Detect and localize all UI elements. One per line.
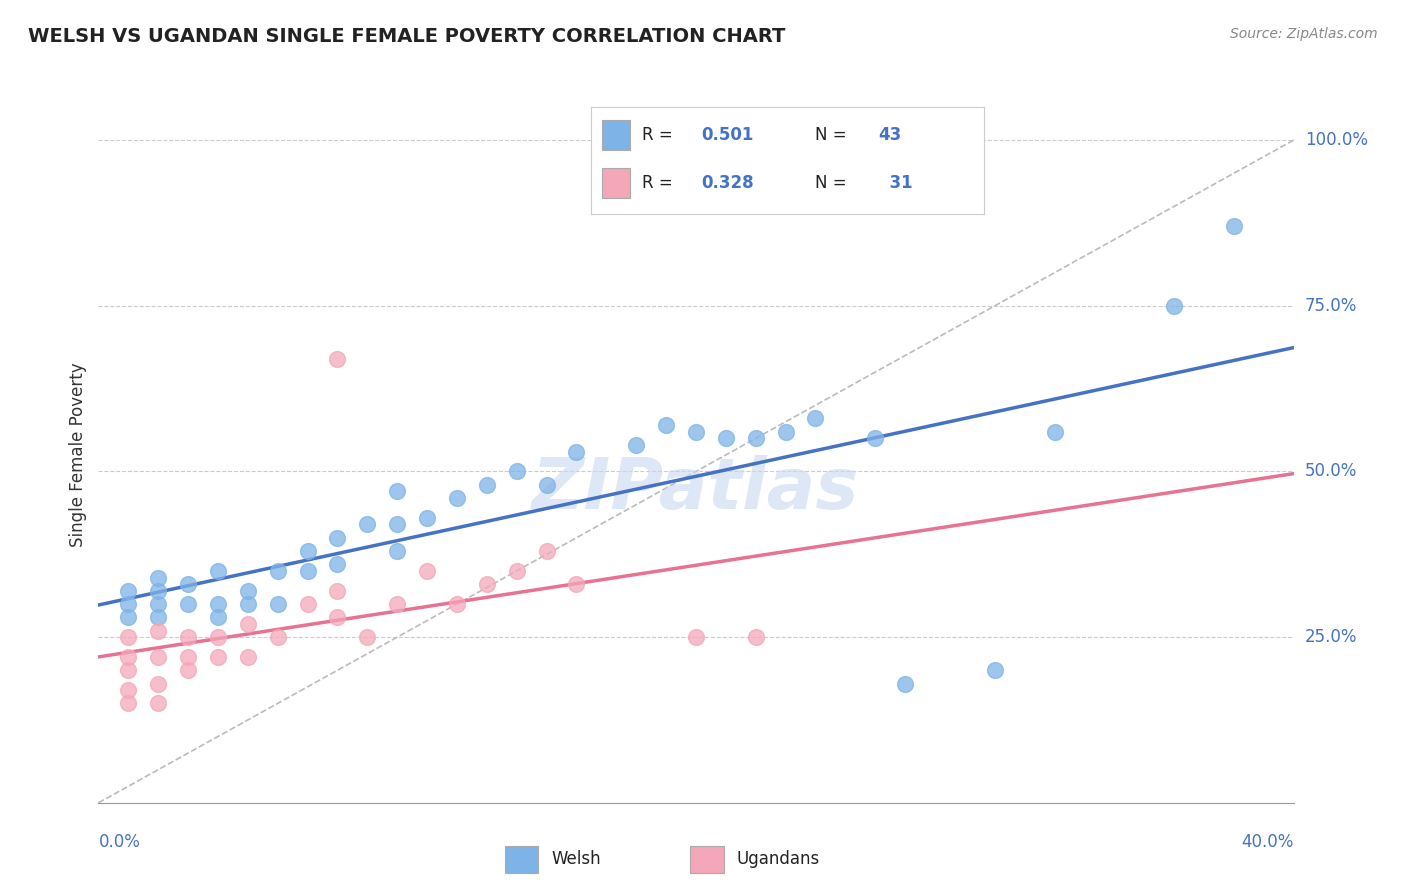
Point [655, 418, 678, 433]
Text: 31: 31 [877, 174, 912, 192]
Point [446, 597, 468, 611]
Text: N =: N = [815, 174, 852, 192]
Point [117, 583, 139, 598]
Point [148, 610, 170, 624]
Point [236, 597, 259, 611]
Point [297, 544, 319, 558]
Point [475, 577, 498, 591]
Point [385, 517, 409, 532]
Y-axis label: Single Female Poverty: Single Female Poverty [69, 363, 87, 547]
Point [148, 650, 170, 665]
Point [1223, 219, 1246, 234]
Point [177, 630, 200, 644]
Text: Source: ZipAtlas.com: Source: ZipAtlas.com [1230, 27, 1378, 41]
Bar [690, 847, 724, 873]
Point [297, 564, 319, 578]
Text: 43: 43 [877, 126, 901, 144]
Point [1043, 425, 1066, 439]
Point [714, 431, 737, 445]
Point [177, 577, 200, 591]
Text: WELSH VS UGANDAN SINGLE FEMALE POVERTY CORRELATION CHART: WELSH VS UGANDAN SINGLE FEMALE POVERTY C… [28, 27, 786, 45]
Point [894, 676, 917, 690]
Point [356, 630, 378, 644]
Text: ZIPatlas: ZIPatlas [533, 455, 859, 524]
Bar [505, 847, 538, 873]
Point [745, 431, 768, 445]
Point [326, 558, 349, 572]
Point [236, 583, 259, 598]
Point [117, 630, 139, 644]
Text: R =: R = [641, 174, 678, 192]
Point [1163, 299, 1185, 313]
Point [207, 630, 229, 644]
Point [685, 425, 707, 439]
Text: 40.0%: 40.0% [1241, 833, 1294, 851]
Text: Ugandans: Ugandans [737, 849, 820, 868]
Point [565, 444, 588, 458]
Point [117, 697, 139, 711]
Point [148, 570, 170, 584]
Text: 0.0%: 0.0% [98, 833, 141, 851]
Point [236, 616, 259, 631]
Text: 100.0%: 100.0% [1305, 131, 1368, 149]
Point [506, 465, 529, 479]
Bar [602, 120, 630, 150]
Point [267, 597, 290, 611]
Point [983, 663, 1005, 677]
Point [624, 438, 647, 452]
Point [267, 564, 290, 578]
Text: 0.328: 0.328 [700, 174, 754, 192]
Point [207, 597, 229, 611]
Point [506, 564, 529, 578]
Point [326, 531, 349, 545]
Point [536, 544, 558, 558]
Point [117, 663, 139, 677]
Point [385, 484, 409, 499]
Point [177, 597, 200, 611]
Text: Welsh: Welsh [551, 849, 600, 868]
Point [475, 477, 498, 491]
Point [385, 544, 409, 558]
Point [385, 597, 409, 611]
Point [865, 431, 887, 445]
Point [775, 425, 797, 439]
Point [685, 630, 707, 644]
Point [267, 630, 290, 644]
Point [745, 630, 768, 644]
Bar [602, 168, 630, 198]
Point [297, 597, 319, 611]
Point [416, 511, 439, 525]
Point [148, 676, 170, 690]
Point [804, 411, 827, 425]
Point [148, 624, 170, 638]
Point [356, 517, 378, 532]
Point [148, 697, 170, 711]
Point [117, 650, 139, 665]
Point [117, 683, 139, 698]
Point [326, 351, 349, 366]
Text: 75.0%: 75.0% [1305, 297, 1357, 315]
Point [207, 650, 229, 665]
Text: 0.501: 0.501 [700, 126, 754, 144]
Point [326, 610, 349, 624]
Point [148, 583, 170, 598]
Point [117, 597, 139, 611]
Point [536, 477, 558, 491]
Text: R =: R = [641, 126, 678, 144]
Point [148, 597, 170, 611]
Point [416, 564, 439, 578]
Point [177, 650, 200, 665]
Text: N =: N = [815, 126, 852, 144]
Point [117, 610, 139, 624]
Point [565, 577, 588, 591]
Point [177, 663, 200, 677]
Point [207, 564, 229, 578]
Text: 50.0%: 50.0% [1305, 462, 1357, 481]
Point [207, 610, 229, 624]
Point [236, 650, 259, 665]
Point [326, 583, 349, 598]
Text: 25.0%: 25.0% [1305, 628, 1357, 646]
Point [446, 491, 468, 505]
